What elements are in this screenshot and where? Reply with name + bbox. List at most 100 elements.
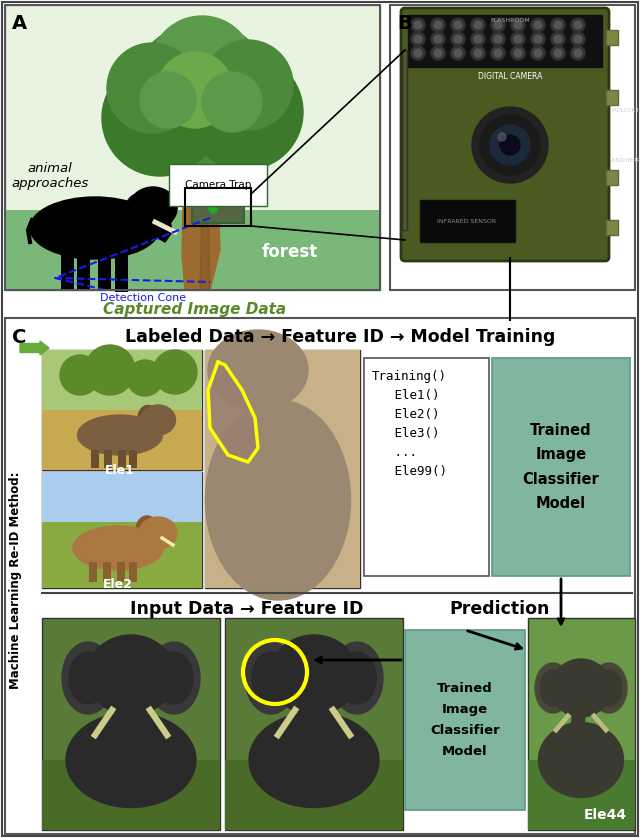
Circle shape — [491, 46, 505, 60]
Circle shape — [451, 46, 465, 60]
FancyBboxPatch shape — [103, 562, 111, 582]
Circle shape — [551, 46, 565, 60]
Circle shape — [471, 32, 485, 46]
Ellipse shape — [77, 415, 163, 455]
Circle shape — [209, 205, 217, 213]
Circle shape — [454, 49, 462, 57]
FancyBboxPatch shape — [42, 472, 202, 588]
Circle shape — [102, 60, 218, 176]
Text: Input Data → Feature ID: Input Data → Feature ID — [130, 600, 364, 618]
Text: Camera Trap: Camera Trap — [185, 180, 251, 190]
FancyBboxPatch shape — [225, 618, 403, 830]
FancyBboxPatch shape — [42, 522, 202, 588]
Text: Trained
Image
Classifier
Model: Trained Image Classifier Model — [523, 422, 600, 511]
FancyBboxPatch shape — [408, 15, 602, 67]
Circle shape — [491, 32, 505, 46]
Ellipse shape — [66, 712, 196, 808]
Ellipse shape — [136, 516, 158, 544]
FancyBboxPatch shape — [364, 358, 489, 576]
Circle shape — [431, 18, 445, 32]
Ellipse shape — [138, 406, 158, 431]
FancyBboxPatch shape — [5, 210, 380, 290]
Ellipse shape — [338, 652, 376, 704]
Ellipse shape — [591, 663, 627, 713]
Circle shape — [411, 46, 425, 60]
Text: Training()
   Ele1()
   Ele2()
   Ele3()
   ...
   Ele99(): Training() Ele1() Ele2() Ele3() ... Ele9… — [372, 370, 447, 478]
Ellipse shape — [139, 517, 177, 549]
Polygon shape — [150, 216, 172, 242]
Ellipse shape — [141, 405, 175, 435]
Ellipse shape — [129, 187, 177, 229]
Ellipse shape — [62, 642, 114, 714]
Ellipse shape — [245, 642, 297, 714]
Ellipse shape — [249, 712, 379, 808]
Circle shape — [511, 46, 525, 60]
Circle shape — [511, 32, 525, 46]
Ellipse shape — [155, 652, 193, 704]
Circle shape — [500, 135, 520, 155]
Ellipse shape — [69, 652, 107, 704]
Circle shape — [551, 18, 565, 32]
Circle shape — [60, 355, 100, 395]
Circle shape — [203, 40, 293, 130]
Circle shape — [534, 49, 542, 57]
Text: B: B — [397, 14, 412, 33]
Text: FLASHROOM: FLASHROOM — [490, 18, 530, 23]
Circle shape — [474, 49, 482, 57]
FancyBboxPatch shape — [104, 450, 112, 468]
FancyBboxPatch shape — [405, 630, 525, 810]
Circle shape — [574, 35, 582, 43]
Circle shape — [554, 35, 562, 43]
FancyBboxPatch shape — [390, 5, 635, 290]
Circle shape — [534, 35, 542, 43]
FancyBboxPatch shape — [42, 350, 202, 470]
Text: forest: forest — [262, 243, 318, 261]
Circle shape — [140, 72, 196, 128]
Circle shape — [531, 18, 545, 32]
Circle shape — [150, 16, 254, 120]
FancyBboxPatch shape — [192, 195, 244, 223]
Circle shape — [130, 23, 274, 167]
FancyBboxPatch shape — [606, 30, 618, 45]
FancyBboxPatch shape — [225, 760, 403, 830]
Circle shape — [474, 21, 482, 29]
FancyBboxPatch shape — [42, 760, 220, 830]
FancyBboxPatch shape — [205, 350, 360, 588]
FancyBboxPatch shape — [98, 248, 111, 290]
Text: WEATHERPROOF CASE: WEATHERPROOF CASE — [610, 158, 640, 163]
Text: A: A — [12, 14, 27, 33]
Circle shape — [554, 21, 562, 29]
FancyBboxPatch shape — [91, 450, 99, 468]
FancyBboxPatch shape — [492, 358, 630, 576]
Circle shape — [414, 49, 422, 57]
Polygon shape — [182, 148, 220, 290]
Polygon shape — [208, 362, 258, 462]
Circle shape — [554, 49, 562, 57]
Circle shape — [480, 115, 540, 175]
Circle shape — [494, 35, 502, 43]
FancyBboxPatch shape — [528, 618, 635, 830]
Polygon shape — [200, 200, 210, 290]
FancyBboxPatch shape — [61, 248, 74, 290]
Ellipse shape — [148, 642, 200, 714]
Circle shape — [571, 32, 585, 46]
Text: C: C — [12, 328, 26, 347]
Circle shape — [451, 18, 465, 32]
FancyBboxPatch shape — [42, 350, 202, 410]
Text: Trained
Image
Classifier
Model: Trained Image Classifier Model — [430, 682, 500, 758]
Circle shape — [454, 21, 462, 29]
Circle shape — [414, 21, 422, 29]
Circle shape — [472, 107, 548, 183]
FancyBboxPatch shape — [205, 350, 360, 588]
FancyBboxPatch shape — [401, 8, 609, 261]
Ellipse shape — [538, 722, 623, 798]
Text: Ele2: Ele2 — [103, 578, 133, 591]
FancyBboxPatch shape — [42, 618, 220, 830]
Ellipse shape — [540, 670, 566, 706]
Ellipse shape — [551, 659, 611, 717]
Text: Labeled Data → Feature ID → Model Training: Labeled Data → Feature ID → Model Traini… — [125, 328, 555, 346]
Circle shape — [434, 21, 442, 29]
Circle shape — [494, 49, 502, 57]
FancyBboxPatch shape — [129, 450, 137, 468]
Ellipse shape — [208, 330, 308, 410]
